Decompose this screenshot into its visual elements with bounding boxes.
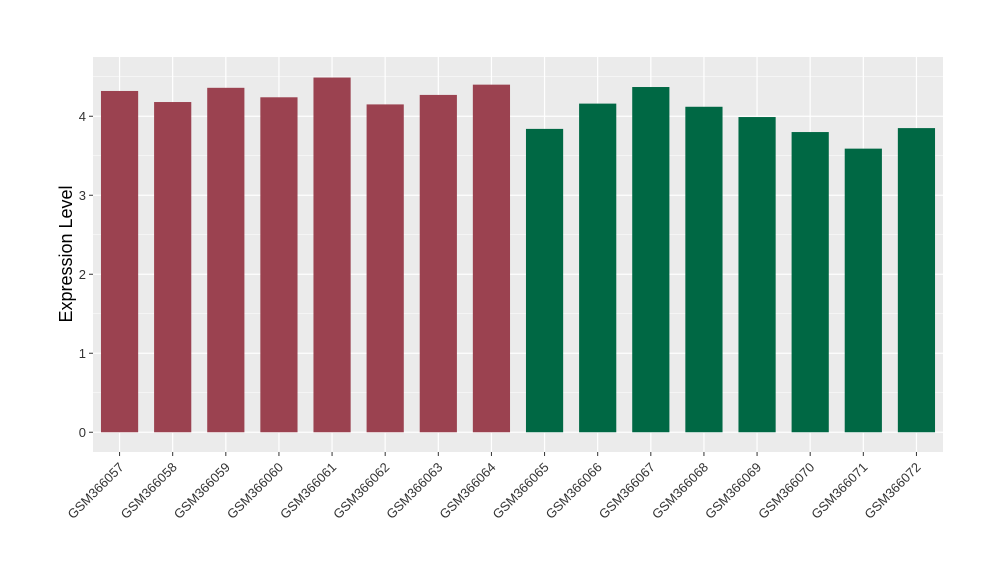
x-tick-label: GSM366061 xyxy=(277,460,339,522)
x-tick-label: GSM366071 xyxy=(808,460,870,522)
x-tick-label: GSM366057 xyxy=(64,460,126,522)
y-axis-title: Expression Level xyxy=(56,185,76,322)
y-tick-label: 4 xyxy=(79,109,86,124)
bar-GSM366067 xyxy=(632,87,670,433)
x-tick-label: GSM366069 xyxy=(702,460,764,522)
bar-GSM366068 xyxy=(685,106,723,433)
x-tick-label: GSM366059 xyxy=(171,460,233,522)
bar-GSM366069 xyxy=(738,117,776,433)
y-tick-label: 0 xyxy=(79,425,86,440)
x-tick-label: GSM366070 xyxy=(755,460,817,522)
bar-GSM366061 xyxy=(313,77,351,433)
x-tick-label: GSM366060 xyxy=(224,460,286,522)
x-tick-label: GSM366068 xyxy=(649,460,711,522)
bar-GSM366070 xyxy=(791,132,829,433)
bar-GSM366071 xyxy=(844,148,882,433)
bar-GSM366066 xyxy=(579,103,617,433)
bar-GSM366059 xyxy=(207,87,245,433)
x-tick-label: GSM366072 xyxy=(861,460,923,522)
bars xyxy=(100,77,936,433)
bar-GSM366058 xyxy=(154,102,192,433)
y-tick-label: 2 xyxy=(79,267,86,282)
y-tick-label: 1 xyxy=(79,346,86,361)
x-tick-label: GSM366066 xyxy=(543,460,605,522)
x-tick-label: GSM366058 xyxy=(118,460,180,522)
bar-GSM366065 xyxy=(525,128,564,433)
x-axis: GSM366057GSM366058GSM366059GSM366060GSM3… xyxy=(64,452,924,522)
x-tick-label: GSM366062 xyxy=(330,460,392,522)
x-tick-label: GSM366065 xyxy=(489,460,551,522)
x-tick-label: GSM366063 xyxy=(383,460,445,522)
bar-GSM366063 xyxy=(419,94,457,433)
bar-GSM366060 xyxy=(260,97,298,433)
y-tick-label: 3 xyxy=(79,188,86,203)
bar-GSM366064 xyxy=(472,84,511,433)
bar-GSM366057 xyxy=(100,90,139,433)
x-tick-label: GSM366064 xyxy=(436,460,498,522)
x-tick-label: GSM366067 xyxy=(596,460,658,522)
bar-GSM366062 xyxy=(366,104,404,433)
bar-GSM366072 xyxy=(897,128,936,433)
y-axis: 0 1 2 3 4 xyxy=(79,109,93,440)
